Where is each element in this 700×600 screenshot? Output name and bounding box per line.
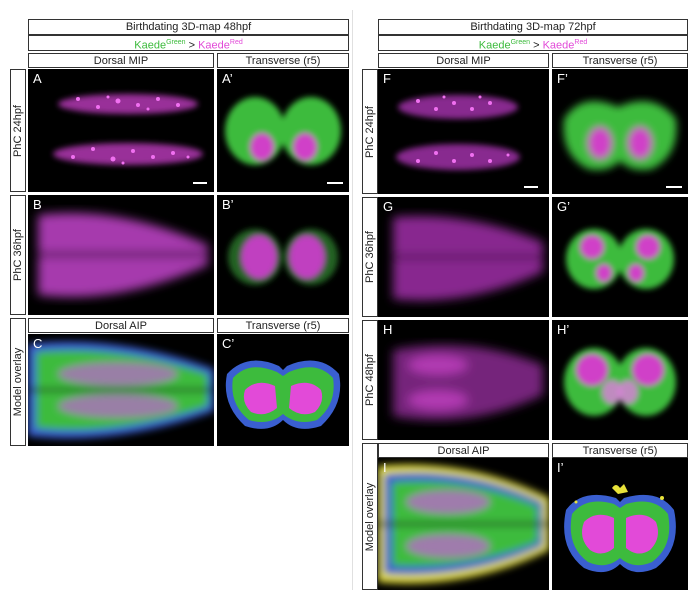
- left-col-transverse-header: Transverse (r5): [217, 53, 349, 68]
- left-model-dorsal-text: Dorsal AIP: [95, 320, 147, 332]
- left-subtitle-green: Kaede: [134, 39, 167, 51]
- panel-H-letter: H: [383, 322, 393, 337]
- panel-F-prime-letter: F’: [557, 71, 568, 86]
- panel-B-prime-image: [228, 229, 338, 285]
- left-subtitle: KaedeGreen > KaedeRed: [28, 35, 349, 51]
- right-row-label-48hpf-text: PhC 48hpf: [364, 354, 376, 406]
- panel-I-prime-letter: I’: [557, 460, 564, 475]
- left-col-dorsal-text: Dorsal MIP: [93, 55, 149, 67]
- right-model-label-text: Model overlay: [364, 482, 376, 551]
- left-row-label-24hpf: PhC 24hpf: [10, 69, 26, 192]
- panel-C-letter: C: [33, 336, 43, 351]
- panel-A-prime-image: [225, 97, 341, 165]
- panel-A-prime: A’: [217, 69, 349, 192]
- panel-G-letter: G: [383, 199, 394, 214]
- right-subtitle-sep: >: [530, 39, 543, 51]
- panel-H-prime: H’: [552, 320, 688, 440]
- right-row-label-36hpf: PhC 36hpf: [362, 197, 378, 317]
- left-col-transverse-text: Transverse (r5): [245, 55, 321, 67]
- panel-C-image: [28, 341, 214, 439]
- panel-C-prime-image: [225, 360, 341, 429]
- left-subtitle-green-sup: Green: [166, 39, 186, 46]
- right-row-label-24hpf-text: PhC 24hpf: [364, 105, 376, 158]
- right-model-dorsal-header: Dorsal AIP: [378, 443, 549, 458]
- panel-G-image: [393, 216, 543, 301]
- panel-I-image: [378, 464, 549, 584]
- right-model-transverse-text: Transverse (r5): [582, 445, 658, 457]
- right-model-label: Model overlay: [362, 443, 378, 590]
- left-row-label-24hpf-text: PhC 24hpf: [12, 104, 24, 157]
- panel-B-image: [38, 213, 208, 297]
- right-model-transverse-header: Transverse (r5): [552, 443, 688, 458]
- panel-G-prime-image: [566, 229, 674, 289]
- left-subtitle-red: Kaede: [198, 39, 230, 51]
- figure-divider: [352, 10, 353, 590]
- left-row-label-36hpf: PhC 36hpf: [10, 195, 26, 315]
- right-subtitle-red-sup: Red: [574, 39, 588, 46]
- right-model-dorsal-text: Dorsal AIP: [437, 445, 490, 457]
- panel-F-prime-scale-bar: [666, 186, 682, 188]
- panel-A-scale-bar: [193, 182, 207, 184]
- right-row-label-48hpf: PhC 48hpf: [362, 320, 378, 440]
- left-model-transverse-header: Transverse (r5): [217, 318, 349, 333]
- panel-G: G: [378, 197, 549, 317]
- right-col-dorsal-header: Dorsal MIP: [378, 53, 549, 68]
- panel-G-prime: G’: [552, 197, 688, 317]
- left-model-transverse-text: Transverse (r5): [245, 320, 321, 332]
- panel-H-prime-letter: H’: [557, 322, 570, 337]
- panel-C-prime-letter: C’: [222, 336, 235, 351]
- right-col-transverse-text: Transverse (r5): [582, 55, 658, 67]
- panel-A-letter: A: [33, 71, 42, 86]
- panel-C: C: [28, 334, 214, 446]
- right-col-dorsal-text: Dorsal MIP: [436, 55, 491, 67]
- panel-F-prime-image: [563, 101, 677, 170]
- right-title: Birthdating 3D-map 72hpf: [378, 19, 688, 35]
- panel-A-prime-letter: A’: [222, 71, 233, 86]
- left-subtitle-red-sup: Red: [229, 39, 243, 46]
- panel-B-prime-letter: B’: [222, 197, 234, 212]
- panel-I-prime-image: [564, 484, 676, 573]
- right-col-transverse-header: Transverse (r5): [552, 53, 688, 68]
- right-subtitle-green-sup: Green: [510, 39, 531, 46]
- panel-F-prime: F’: [552, 69, 688, 194]
- panel-I-prime: I’: [552, 458, 688, 590]
- panel-G-prime-letter: G’: [557, 199, 570, 214]
- left-title: Birthdating 3D-map 48hpf: [28, 19, 349, 35]
- left-row-label-36hpf-text: PhC 36hpf: [12, 229, 24, 281]
- right-subtitle-green: Kaede: [478, 39, 511, 51]
- panel-F: F: [378, 69, 549, 194]
- left-subtitle-sep: >: [185, 39, 199, 51]
- panel-H-image: [393, 345, 543, 420]
- panel-B-letter: B: [33, 197, 42, 212]
- panel-F-letter: F: [383, 71, 391, 86]
- panel-F-scale-bar: [524, 186, 538, 188]
- left-col-dorsal-header: Dorsal MIP: [28, 53, 214, 68]
- panel-I: I: [378, 458, 549, 590]
- left-model-dorsal-header: Dorsal AIP: [28, 318, 214, 333]
- panel-C-prime: C’: [217, 334, 349, 446]
- panel-H-prime-image: [564, 348, 676, 416]
- left-model-label: Model overlay: [10, 318, 26, 446]
- right-subtitle: KaedeGreen > KaedeRed: [378, 35, 688, 51]
- panel-B: B: [28, 195, 214, 315]
- panel-I-letter: I: [383, 460, 387, 475]
- panel-A-prime-scale-bar: [327, 182, 343, 184]
- left-model-label-text: Model overlay: [12, 347, 24, 417]
- panel-H: H: [378, 320, 549, 440]
- right-subtitle-red: Kaede: [542, 39, 575, 51]
- panel-A: A: [28, 69, 214, 192]
- right-title-text: Birthdating 3D-map 72hpf: [470, 21, 596, 33]
- panel-A-image: [53, 94, 203, 165]
- panel-B-prime: B’: [217, 195, 349, 315]
- right-row-label-36hpf-text: PhC 36hpf: [364, 231, 376, 283]
- panel-F-image: [396, 95, 520, 170]
- right-row-label-24hpf: PhC 24hpf: [362, 69, 378, 194]
- left-title-text: Birthdating 3D-map 48hpf: [125, 21, 252, 33]
